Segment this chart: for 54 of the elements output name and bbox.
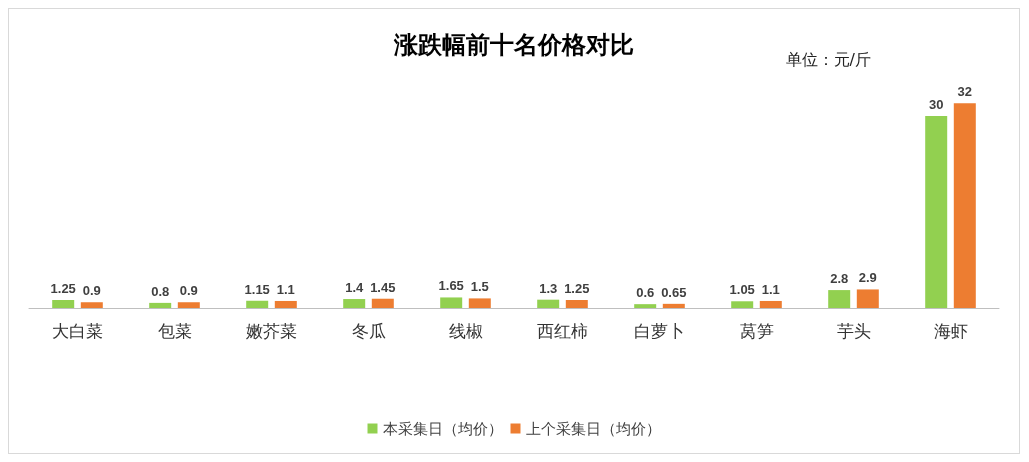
bar (856, 289, 879, 308)
data-label: 1.25 (564, 281, 590, 296)
bar (565, 300, 588, 308)
bar (925, 116, 948, 308)
data-label: 0.8 (151, 283, 170, 299)
x-tick-label: 大白菜 (52, 320, 103, 341)
bar (662, 303, 685, 308)
bar (731, 301, 754, 308)
data-label: 0.9 (179, 283, 198, 299)
bar (52, 300, 75, 308)
x-tick-label: 冬瓜 (351, 320, 386, 341)
data-label: 32 (957, 84, 973, 100)
bar (468, 298, 491, 308)
data-label: 1.4 (345, 280, 364, 296)
bar (634, 304, 657, 308)
bar (953, 103, 976, 308)
data-label: 1.05 (729, 282, 755, 298)
legend-label: 上个采集日（均价） (525, 419, 661, 438)
x-tick-label: 包菜 (157, 320, 192, 341)
x-tick-label: 线椒 (448, 320, 483, 341)
bar (177, 302, 200, 308)
chart-title: 涨跌幅前十名价格对比 (393, 29, 634, 59)
bar (343, 299, 366, 308)
bar (80, 302, 103, 308)
data-label: 1.1 (761, 281, 780, 297)
x-tick-label: 嫩芥菜 (246, 320, 297, 341)
bar (828, 290, 851, 308)
data-label: 0.6 (636, 285, 655, 301)
bar (371, 298, 394, 308)
data-label: 1.1 (276, 281, 295, 297)
data-label: 0.65 (661, 284, 687, 300)
x-tick-label: 海虾 (933, 320, 968, 341)
data-label: 1.45 (370, 279, 396, 295)
data-label: 1.25 (50, 281, 76, 296)
data-label: 2.9 (858, 270, 877, 286)
data-label: 2.8 (830, 271, 849, 287)
data-label: 1.5 (470, 279, 489, 295)
data-label: 30 (928, 97, 944, 112)
data-label: 0.9 (82, 283, 101, 299)
x-tick-label: 白萝卜 (634, 320, 685, 341)
data-label: 1.65 (438, 278, 464, 294)
bar (537, 299, 560, 308)
x-tick-label: 莴笋 (739, 320, 774, 341)
bar (759, 300, 782, 308)
legend-label: 本采集日（均价） (382, 419, 503, 438)
x-tick-label: 芋头 (836, 320, 871, 341)
data-label: 1.15 (244, 281, 270, 297)
x-tick-label: 西红柿 (537, 320, 588, 341)
text: 单位：元/斤 (785, 49, 871, 69)
bar (149, 302, 172, 308)
bar (246, 300, 269, 308)
bar (440, 297, 463, 308)
data-label: 1.3 (539, 280, 558, 296)
bar (274, 300, 297, 308)
